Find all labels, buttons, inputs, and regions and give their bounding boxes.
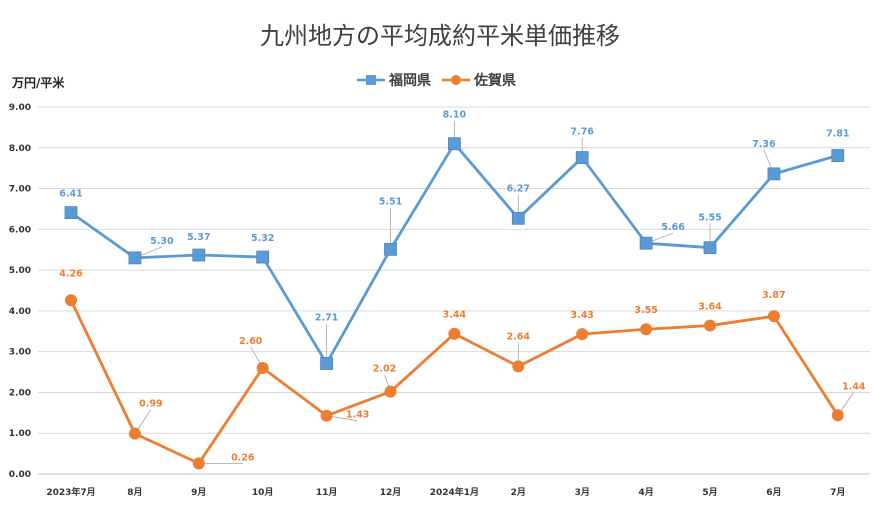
data-label-series-2: 3.55 bbox=[634, 305, 657, 316]
y-tick-label: 5.00 bbox=[9, 266, 31, 276]
data-label-series-1: 7.81 bbox=[826, 129, 849, 140]
data-point-series-1 bbox=[831, 149, 845, 162]
data-point-series-1 bbox=[447, 137, 461, 151]
data-point-series-2 bbox=[320, 409, 333, 422]
data-point-series-1 bbox=[575, 151, 589, 164]
data-label-series-2: 0.99 bbox=[139, 399, 162, 410]
series-line-2 bbox=[69, 299, 839, 465]
data-point-series-2 bbox=[128, 427, 141, 440]
data-label-series-1: 5.51 bbox=[379, 196, 402, 207]
x-tick-label: 10月 bbox=[252, 487, 274, 498]
y-axis-ticks: 0.00 1.00 2.00 3.00 4.00 5.00 6.00 7.00 8.00 9.00 bbox=[9, 103, 31, 480]
data-point-series-1 bbox=[256, 250, 270, 264]
data-point-series-2 bbox=[767, 310, 780, 323]
legend-marker-series-2 bbox=[451, 75, 461, 85]
data-point-series-2 bbox=[65, 294, 77, 307]
y-tick-label: 1.00 bbox=[9, 429, 31, 439]
data-label-series-2: 2.60 bbox=[239, 336, 263, 347]
x-tick-label: 3月 bbox=[575, 487, 590, 498]
x-tick-label: 2024年1月 bbox=[430, 486, 479, 498]
x-tick-label: 12月 bbox=[380, 487, 402, 498]
data-label-series-1: 6.27 bbox=[507, 183, 530, 194]
data-label-series-2: 3.44 bbox=[443, 310, 467, 321]
data-point-series-2 bbox=[576, 328, 589, 341]
x-tick-label: 6月 bbox=[766, 487, 781, 498]
data-point-series-1 bbox=[639, 236, 653, 250]
y-tick-label: 3.00 bbox=[9, 348, 31, 358]
data-label-series-1: 7.36 bbox=[752, 139, 776, 150]
label-leader-lines bbox=[134, 120, 855, 464]
data-label-series-2: 1.44 bbox=[842, 381, 866, 392]
data-point-series-1 bbox=[192, 248, 206, 262]
grid bbox=[38, 106, 870, 475]
data-label-series-2: 0.26 bbox=[231, 452, 255, 463]
data-point-series-1 bbox=[64, 206, 78, 220]
data-label-series-2: 1.43 bbox=[346, 410, 369, 421]
y-tick-label: 0.00 bbox=[9, 470, 31, 480]
chart-title: 九州地方の平均成約平米単価推移 bbox=[260, 22, 620, 50]
data-label-series-2: 4.26 bbox=[59, 268, 83, 279]
data-point-series-2 bbox=[640, 323, 653, 336]
data-label-series-1: 2.71 bbox=[315, 312, 338, 323]
data-labels: 6.41 5.30 5.37 5.32 2.71 5.51 8.10 6.27 7.76 5.66… bbox=[59, 110, 866, 464]
data-point-series-2 bbox=[704, 319, 716, 332]
legend-label-series-2: 佐賀県 bbox=[473, 72, 516, 89]
data-label-series-1: 6.41 bbox=[59, 189, 82, 200]
data-label-series-1: 5.37 bbox=[187, 232, 210, 243]
data-point-series-1 bbox=[128, 251, 142, 265]
data-point-series-2 bbox=[384, 385, 397, 398]
data-label-series-2: 3.43 bbox=[570, 310, 593, 321]
y-tick-label: 7.00 bbox=[9, 185, 31, 195]
data-point-series-2 bbox=[192, 457, 205, 470]
data-label-series-1: 7.76 bbox=[570, 127, 594, 138]
y-axis-label: 万円/平米 bbox=[11, 75, 65, 90]
x-tick-label: 7月 bbox=[830, 487, 845, 498]
x-tick-label: 8月 bbox=[127, 487, 142, 498]
data-point-series-2 bbox=[831, 409, 844, 422]
data-label-series-1: 5.30 bbox=[150, 236, 174, 247]
data-label-series-1: 5.32 bbox=[251, 233, 274, 244]
data-point-series-1 bbox=[703, 241, 717, 255]
x-tick-label: 2023年7月 bbox=[46, 486, 95, 498]
data-label-series-2: 3.87 bbox=[762, 290, 785, 301]
data-point-series-1 bbox=[320, 357, 334, 370]
data-label-series-1: 8.10 bbox=[443, 110, 467, 121]
y-tick-label: 8.00 bbox=[9, 144, 31, 154]
legend: 福岡県 佐賀県 bbox=[357, 72, 516, 89]
x-tick-label: 11月 bbox=[316, 487, 338, 498]
legend-marker-series-1 bbox=[366, 75, 376, 85]
data-label-series-1: 5.55 bbox=[698, 213, 721, 224]
x-axis-ticks: 2023年7月 8月 9月 10月 11月 12月 2024年1月 2月 3月 4月 5月 6月 7月 bbox=[46, 486, 845, 498]
data-label-series-1: 5.66 bbox=[661, 222, 685, 233]
y-tick-label: 2.00 bbox=[9, 388, 31, 398]
data-point-series-2 bbox=[448, 327, 461, 340]
data-label-series-2: 3.64 bbox=[698, 302, 722, 313]
data-point-series-1 bbox=[511, 211, 525, 225]
data-point-series-1 bbox=[767, 167, 781, 181]
data-point-series-2 bbox=[256, 361, 269, 374]
data-point-series-1 bbox=[384, 242, 397, 256]
y-tick-label: 4.00 bbox=[9, 307, 31, 317]
legend-label-series-1: 福岡県 bbox=[388, 72, 431, 89]
y-tick-label: 9.00 bbox=[9, 103, 31, 113]
x-tick-label: 4月 bbox=[638, 487, 653, 498]
x-tick-label: 9月 bbox=[191, 487, 206, 498]
x-tick-label: 2月 bbox=[511, 487, 526, 498]
series-lines bbox=[64, 137, 845, 470]
data-label-series-2: 2.02 bbox=[373, 364, 396, 375]
y-tick-label: 6.00 bbox=[9, 225, 31, 235]
x-tick-label: 5月 bbox=[702, 487, 717, 498]
data-label-series-2: 2.64 bbox=[507, 331, 531, 342]
data-point-series-2 bbox=[512, 360, 525, 373]
